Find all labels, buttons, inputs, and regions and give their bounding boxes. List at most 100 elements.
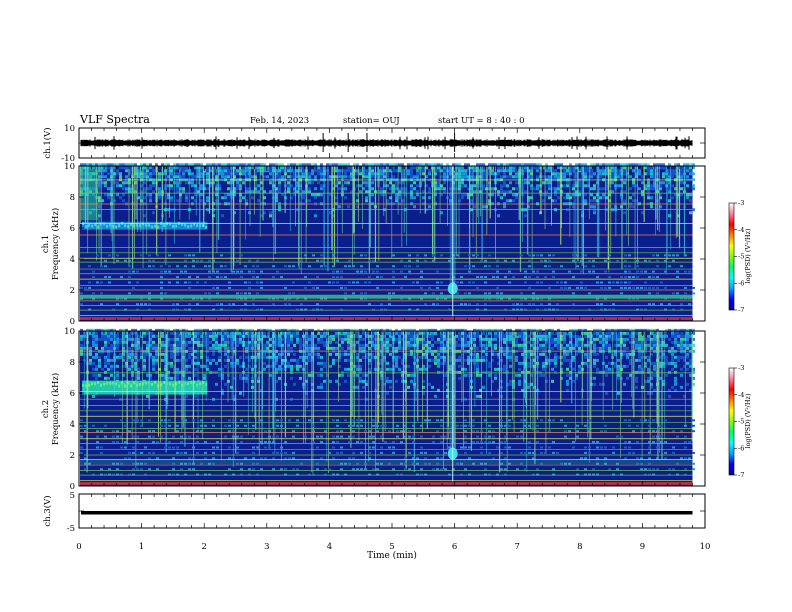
spectrogram-cell — [245, 379, 248, 383]
spectrogram-cell — [158, 187, 161, 191]
spectrogram-cell — [128, 181, 131, 185]
low-band-cell — [608, 254, 611, 257]
spectrogram-cell — [425, 367, 428, 371]
spectrogram-cell — [488, 172, 491, 176]
spectrogram-cell — [194, 334, 197, 338]
low-band-cell — [588, 308, 591, 311]
spectrogram-cell — [218, 169, 221, 173]
spectrogram-cell — [389, 385, 392, 389]
spectrogram-cell — [530, 331, 533, 335]
spectrogram-cell — [437, 361, 440, 365]
spectrogram-cell — [686, 193, 689, 197]
spectrogram-cell — [98, 169, 101, 173]
low-band-cell — [656, 286, 659, 289]
spectrogram-cell — [566, 352, 569, 356]
spectrogram-cell — [635, 358, 638, 362]
low-band-cell — [688, 303, 691, 306]
spectrogram-cell — [140, 346, 143, 350]
low-band-cell — [604, 259, 607, 262]
spectrogram-cell — [197, 172, 200, 176]
spectrogram-cell — [473, 358, 476, 362]
hiss-cell — [196, 383, 199, 387]
spectrogram-cell — [194, 187, 197, 191]
spectrogram-cell — [233, 187, 236, 191]
spectrogram-cell — [473, 166, 476, 170]
low-band-cell — [616, 281, 619, 284]
spectrogram-cell — [266, 355, 269, 359]
spectrogram-cell — [386, 163, 389, 167]
spectrogram-cell — [146, 343, 149, 347]
spectrogram-cell — [551, 346, 554, 350]
spectrogram-cell — [323, 340, 326, 344]
spectrogram-cell — [647, 379, 650, 383]
spectrogram-cell — [203, 373, 206, 377]
spectrogram-cell — [470, 199, 473, 203]
spectrogram-cell — [125, 340, 128, 344]
spectrogram-cell — [296, 187, 299, 191]
spectrogram-cell — [200, 187, 203, 191]
spectrogram-cell — [302, 175, 305, 179]
spectrogram-cell — [242, 181, 245, 185]
spectrogram-cell — [440, 328, 443, 332]
spectrogram-cell — [635, 370, 638, 374]
spectrogram-cell — [395, 328, 398, 332]
low-band-cell — [212, 270, 215, 273]
spectrogram-cell — [185, 199, 188, 203]
spectrogram-cell — [158, 340, 161, 344]
spectrogram-cell — [314, 187, 317, 191]
spectrogram-cell — [443, 337, 446, 341]
spectrogram-cell — [680, 334, 683, 338]
low-band-cell — [464, 265, 467, 268]
spectrogram-cell — [671, 175, 674, 179]
spectrogram-cell — [389, 196, 392, 200]
low-band-cell — [568, 270, 571, 273]
spectrogram-cell — [647, 334, 650, 338]
spectrogram-cell — [287, 337, 290, 341]
low-band-cell — [176, 308, 179, 311]
spectrogram-cell — [386, 376, 389, 380]
spectrogram-cell — [101, 169, 104, 173]
spectrogram-cell — [179, 193, 182, 197]
spectrogram-cell — [365, 355, 368, 359]
spectrogram-cell — [122, 337, 125, 341]
spectrogram-cell — [98, 163, 101, 167]
spectrogram-cell — [257, 166, 260, 170]
spectrogram-cell — [689, 199, 692, 203]
hiss-cell — [187, 381, 190, 385]
spectrogram-cell — [383, 343, 386, 347]
low-band-cell — [160, 292, 163, 295]
spectrogram-cell — [572, 187, 575, 191]
spectrogram-cell — [653, 328, 656, 332]
low-band-cell — [676, 270, 679, 273]
spectrogram-cell — [479, 388, 482, 392]
spectrogram-cell — [653, 346, 656, 350]
spectrogram-cell — [296, 175, 299, 179]
spectrogram-cell — [515, 175, 518, 179]
spectrogram-cell — [329, 337, 332, 341]
low-band-cell — [164, 270, 167, 273]
spectrogram-cell — [611, 169, 614, 173]
spectrogram-cell — [248, 328, 251, 332]
spectrogram-cell — [650, 166, 653, 170]
spectrogram-cell — [347, 205, 350, 209]
low-band-cell — [552, 276, 555, 279]
spectrogram-cell — [560, 370, 563, 374]
spectrogram-cell — [494, 328, 497, 332]
spectrogram-cell — [293, 364, 296, 368]
spectrogram-cell — [287, 184, 290, 188]
spectrogram-cell — [317, 352, 320, 356]
low-band-cell — [412, 281, 415, 284]
spectrogram-cell — [440, 370, 443, 374]
spectrogram-cell — [365, 328, 368, 332]
spectrogram-cell — [98, 355, 101, 359]
spectrogram-cell — [200, 199, 203, 203]
spectrogram-cell — [563, 334, 566, 338]
spectrogram-cell — [488, 166, 491, 170]
spectrogram-cell — [389, 181, 392, 185]
spectrogram-cell — [506, 328, 509, 332]
low-band-cell — [452, 281, 455, 284]
spectrogram-cell — [476, 361, 479, 365]
spectrogram-cell — [362, 343, 365, 347]
spectrogram-cell — [104, 358, 107, 362]
spectrogram-cell — [227, 163, 230, 167]
